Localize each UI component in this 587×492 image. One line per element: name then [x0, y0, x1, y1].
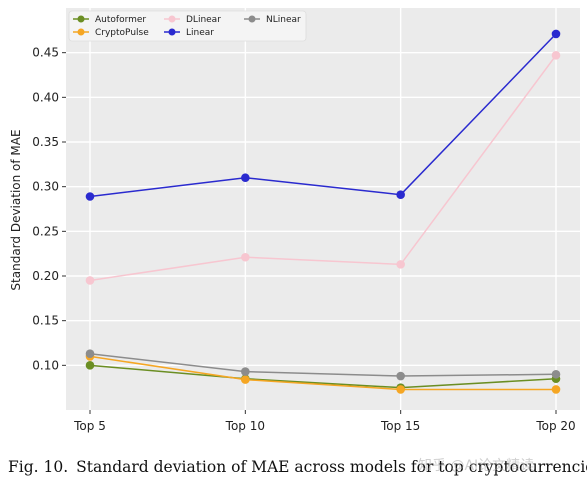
series-lines — [85, 29, 561, 394]
caption-label: Fig. 10. — [8, 458, 69, 476]
y-tick-label: 0.10 — [32, 358, 59, 372]
figure-caption: Fig. 10. Standard deviation of MAE across… — [8, 458, 587, 476]
data-point — [396, 371, 405, 381]
series-line — [89, 352, 557, 377]
data-point — [85, 276, 95, 285]
y-tick-label: 0.15 — [32, 314, 59, 328]
data-point — [85, 192, 95, 201]
series-nlinear — [85, 349, 561, 381]
data-point — [551, 369, 561, 379]
data-point — [85, 349, 95, 359]
legend-marker — [77, 28, 85, 36]
legend-label: NLinear — [266, 15, 301, 25]
data-point — [396, 260, 405, 269]
data-point — [241, 375, 250, 384]
legend-label: CryptoPulse — [95, 28, 149, 38]
legend-item: Autoformer — [73, 15, 146, 25]
data-point — [551, 385, 561, 394]
legend-label: Autoformer — [95, 15, 146, 25]
x-tick-label: Top 5 — [73, 419, 106, 433]
series-line — [89, 54, 557, 282]
data-point — [551, 29, 561, 39]
data-point — [551, 51, 561, 60]
y-tick-label: 0.30 — [32, 180, 59, 194]
series-linear — [85, 29, 561, 201]
legend: Autoformer CryptoPulse DLinear Linear NLinea… — [68, 10, 307, 42]
watermark: 知乎 @AI论文精读 — [418, 458, 535, 474]
legend-marker — [168, 15, 176, 23]
legend-label: Linear — [186, 28, 214, 38]
legend-marker — [248, 15, 256, 23]
y-tick-label: 0.40 — [32, 90, 59, 104]
data-point — [241, 367, 250, 376]
data-point — [396, 385, 405, 394]
legend-item: NLinear — [244, 15, 301, 25]
y-tick-label: 0.25 — [32, 224, 59, 238]
legend-label: DLinear — [186, 15, 221, 25]
x-tick-label: Top 15 — [380, 419, 420, 433]
series-dlinear — [85, 51, 561, 285]
data-point — [85, 361, 95, 370]
y-tick-label: 0.20 — [32, 269, 59, 283]
x-tick-label: Top 20 — [535, 419, 575, 433]
x-tick-labels: Top 5 Top 10 Top 15 Top 20 — [73, 410, 576, 433]
caption-text: Standard deviation of MAE across models … — [76, 458, 587, 476]
legend-item: DLinear — [164, 15, 221, 25]
legend-marker — [77, 15, 85, 23]
legend-item: CryptoPulse — [73, 28, 149, 38]
x-tick-label: Top 10 — [225, 419, 265, 433]
y-tick-label: 0.45 — [32, 46, 59, 60]
series-line — [89, 33, 557, 198]
series-line — [89, 364, 557, 389]
series-line — [89, 355, 556, 391]
y-tick-label: 0.35 — [32, 135, 59, 149]
data-point — [241, 252, 250, 262]
y-tick-labels: 0.10 0.15 0.20 0.25 0.30 0.35 0.40 0.45 — [32, 46, 66, 372]
y-axis-label: Standard Deviation of MAE — [9, 129, 23, 290]
data-point — [241, 173, 250, 183]
legend-item: Linear — [164, 28, 214, 38]
plot-area — [66, 8, 580, 410]
legend-marker — [168, 28, 176, 36]
data-point — [396, 190, 405, 200]
